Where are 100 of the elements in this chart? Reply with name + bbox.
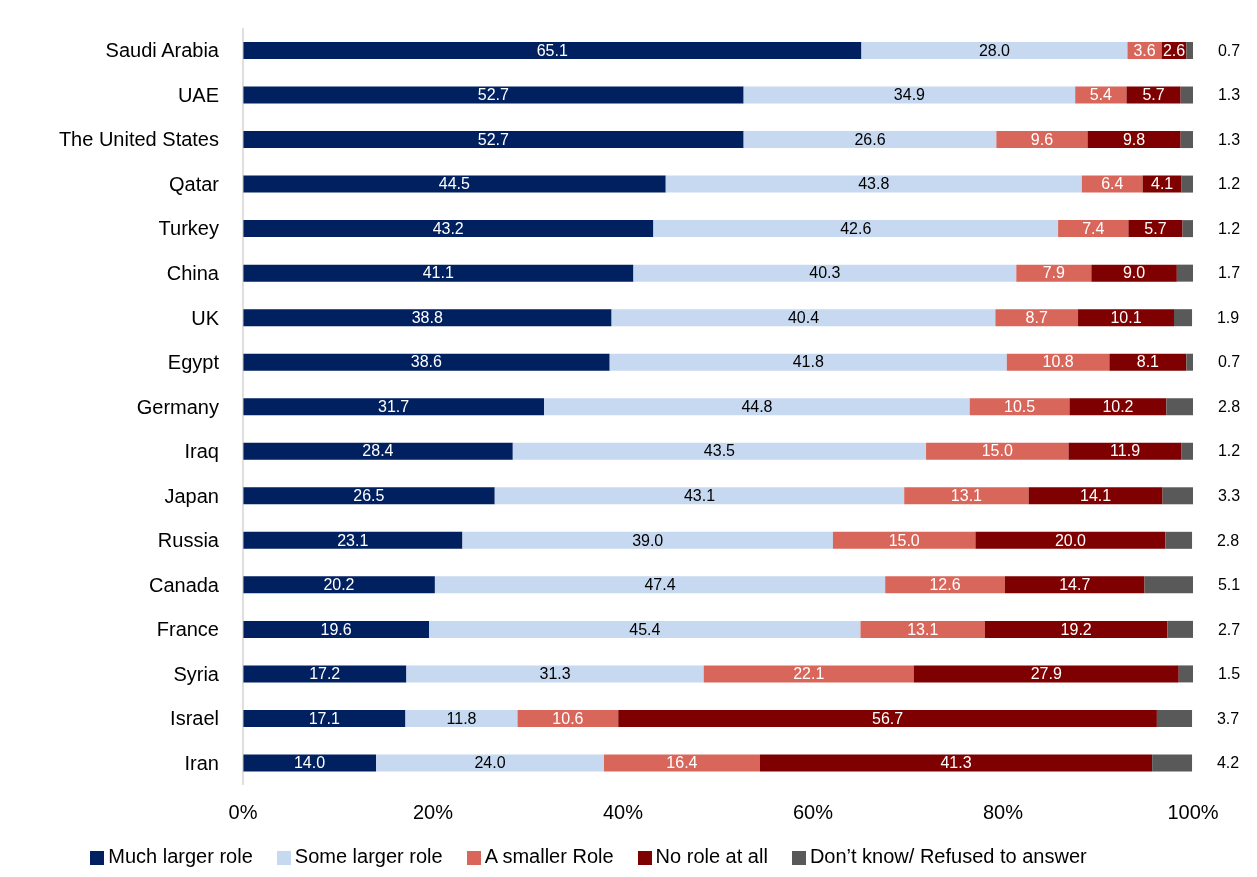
y-tick-label: Iran bbox=[184, 751, 219, 774]
bar bbox=[243, 398, 545, 416]
bar bbox=[1156, 709, 1193, 727]
bar bbox=[1004, 576, 1145, 594]
data-label: 52.7 bbox=[477, 86, 509, 104]
data-label: 7.9 bbox=[1042, 264, 1066, 282]
bar bbox=[544, 398, 970, 416]
y-tick-label: Japan bbox=[164, 484, 219, 507]
bar bbox=[996, 131, 1088, 149]
data-label: 44.8 bbox=[741, 397, 773, 415]
data-label: 3.3 bbox=[1217, 487, 1241, 505]
data-label: 43.5 bbox=[703, 442, 736, 460]
data-label: 1.9 bbox=[1216, 308, 1240, 326]
data-label: 2.6 bbox=[1162, 41, 1186, 59]
bar bbox=[1167, 620, 1193, 638]
bar bbox=[243, 42, 862, 59]
data-label: 2.8 bbox=[1216, 531, 1240, 549]
data-label: 5.1 bbox=[1217, 576, 1241, 594]
y-tick-label: Syria bbox=[173, 662, 220, 685]
data-label: 56.7 bbox=[872, 709, 904, 727]
data-label: 16.4 bbox=[666, 754, 698, 772]
data-label: 38.6 bbox=[410, 353, 443, 371]
data-label: 2.8 bbox=[1217, 397, 1241, 415]
y-tick-label: China bbox=[166, 262, 220, 285]
y-tick-label: UAE bbox=[177, 83, 219, 106]
bar bbox=[1028, 487, 1163, 505]
data-label: 0.7 bbox=[1217, 41, 1241, 59]
bar bbox=[611, 309, 996, 327]
data-label: 11.9 bbox=[1110, 442, 1141, 460]
bar bbox=[429, 620, 861, 638]
data-label: 3.7 bbox=[1216, 709, 1240, 727]
bar bbox=[512, 442, 927, 460]
bar bbox=[405, 709, 518, 727]
data-label: 8.1 bbox=[1136, 353, 1160, 371]
bar bbox=[243, 309, 612, 327]
data-label: 31.3 bbox=[539, 665, 571, 683]
data-label: 6.4 bbox=[1101, 175, 1124, 193]
data-label: 8.7 bbox=[1025, 308, 1048, 326]
data-label: 65.1 bbox=[536, 41, 568, 59]
data-label: 52.7 bbox=[477, 130, 509, 148]
x-tick-label: 20% bbox=[412, 801, 454, 824]
data-label: 10.2 bbox=[1102, 397, 1134, 415]
data-label: 26.6 bbox=[854, 130, 886, 148]
bar bbox=[1176, 264, 1193, 282]
data-label: 0.7 bbox=[1217, 353, 1241, 371]
data-label: 3.6 bbox=[1133, 41, 1156, 59]
data-label: 47.4 bbox=[644, 576, 676, 594]
data-label: 1.2 bbox=[1217, 442, 1241, 460]
x-tick-label: 60% bbox=[792, 801, 834, 824]
bar bbox=[243, 576, 435, 594]
data-label: 2.7 bbox=[1217, 620, 1241, 638]
data-label: 12.6 bbox=[929, 576, 961, 594]
bar bbox=[243, 131, 744, 149]
bar bbox=[926, 442, 1069, 460]
data-label: 1.3 bbox=[1217, 130, 1241, 148]
data-label: 10.1 bbox=[1110, 308, 1142, 326]
bar bbox=[1058, 220, 1129, 238]
data-label: 24.0 bbox=[474, 754, 506, 772]
data-label: 14.7 bbox=[1059, 576, 1091, 594]
data-label: 9.0 bbox=[1122, 264, 1146, 282]
bar bbox=[665, 175, 1082, 193]
y-tick-label: Qatar bbox=[168, 172, 220, 195]
data-label: 1.7 bbox=[1217, 264, 1241, 282]
legend-label: A smaller Role bbox=[484, 845, 614, 867]
y-tick-label: Canada bbox=[148, 573, 220, 596]
bar bbox=[832, 531, 976, 549]
legend-label: Some larger role bbox=[294, 845, 443, 867]
data-label: 4.1 bbox=[1151, 175, 1174, 193]
data-label: 28.4 bbox=[362, 442, 394, 460]
data-label: 39.0 bbox=[632, 531, 664, 549]
bar bbox=[1087, 131, 1181, 149]
bar bbox=[462, 531, 833, 549]
data-label: 40.3 bbox=[809, 264, 841, 282]
bar bbox=[861, 42, 1128, 59]
data-label: 17.2 bbox=[309, 665, 341, 683]
data-label: 9.6 bbox=[1030, 130, 1054, 148]
data-label: 45.4 bbox=[629, 620, 661, 638]
data-label: 44.5 bbox=[438, 175, 471, 193]
data-label: 20.0 bbox=[1054, 531, 1087, 549]
bar bbox=[913, 665, 1179, 683]
data-label: 42.6 bbox=[840, 219, 872, 237]
bar bbox=[406, 665, 704, 683]
data-label: 14.0 bbox=[293, 754, 326, 772]
data-label: 19.6 bbox=[320, 620, 352, 638]
data-label: 19.2 bbox=[1060, 620, 1092, 638]
bar bbox=[243, 175, 666, 193]
bar bbox=[1186, 42, 1193, 59]
data-label: 10.5 bbox=[1004, 397, 1036, 415]
data-label: 15.0 bbox=[981, 442, 1013, 460]
bar bbox=[243, 264, 634, 282]
bar bbox=[609, 353, 1007, 371]
bar bbox=[243, 487, 495, 505]
bar bbox=[434, 576, 886, 594]
data-label: 10.6 bbox=[552, 709, 584, 727]
bar bbox=[975, 531, 1166, 549]
bar bbox=[969, 398, 1070, 416]
bar bbox=[1109, 353, 1187, 371]
bar bbox=[1162, 487, 1193, 505]
bar bbox=[860, 620, 985, 638]
data-label: 13.1 bbox=[907, 620, 939, 638]
